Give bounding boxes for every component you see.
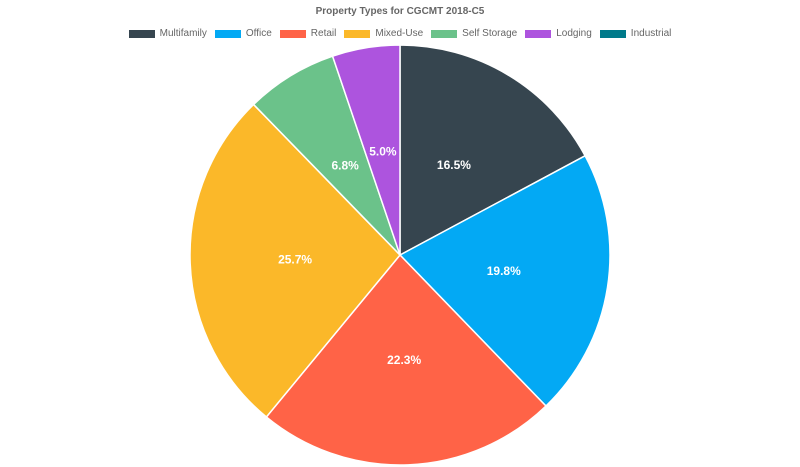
- legend-swatch: [431, 29, 458, 38]
- legend-label: Self Storage: [462, 28, 518, 39]
- slice-label: 16.5%: [437, 158, 471, 172]
- legend-item-multifamily[interactable]: Multifamily: [128, 28, 207, 39]
- legend-item-industrial[interactable]: Industrial: [599, 28, 672, 39]
- legend-swatch: [599, 29, 626, 38]
- legend-swatch: [279, 29, 306, 38]
- legend-swatch: [344, 29, 371, 38]
- pie-slice-retail[interactable]: [265, 253, 547, 466]
- legend-label: Retail: [310, 28, 337, 39]
- legend-label: Industrial: [630, 28, 672, 39]
- legend-label: Lodging: [556, 28, 592, 39]
- legend-label: Multifamily: [159, 28, 207, 39]
- legend-item-retail[interactable]: Retail: [279, 28, 337, 39]
- pie-slice-lodging[interactable]: [331, 44, 401, 256]
- legend-item-office[interactable]: Office: [214, 28, 272, 39]
- slice-label: 6.8%: [332, 158, 360, 172]
- legend-swatch: [525, 29, 552, 38]
- slice-label: 5.0%: [369, 144, 397, 158]
- pie-slice-multifamily[interactable]: [399, 44, 587, 257]
- legend-swatch: [214, 29, 241, 38]
- legend-label: Mixed-Use: [375, 28, 424, 39]
- legend-label: Office: [245, 28, 272, 39]
- legend-item-self-storage[interactable]: Self Storage: [431, 28, 517, 39]
- legend-swatch: [128, 29, 155, 38]
- pie-slice-office[interactable]: [398, 154, 611, 408]
- chart-title: Property Types for CGCMT 2018-C5: [315, 6, 485, 17]
- legend-item-lodging[interactable]: Lodging: [525, 28, 592, 39]
- slice-label: 25.7%: [278, 252, 312, 266]
- legend-item-mixed-use[interactable]: Mixed-Use: [344, 28, 423, 39]
- slice-label: 19.8%: [487, 264, 521, 278]
- pie-slice-mixed-use[interactable]: [189, 103, 402, 419]
- legend: Multifamily Office Retail Mixed-Use Self Sto…: [0, 28, 800, 39]
- slice-label: 22.3%: [387, 353, 421, 367]
